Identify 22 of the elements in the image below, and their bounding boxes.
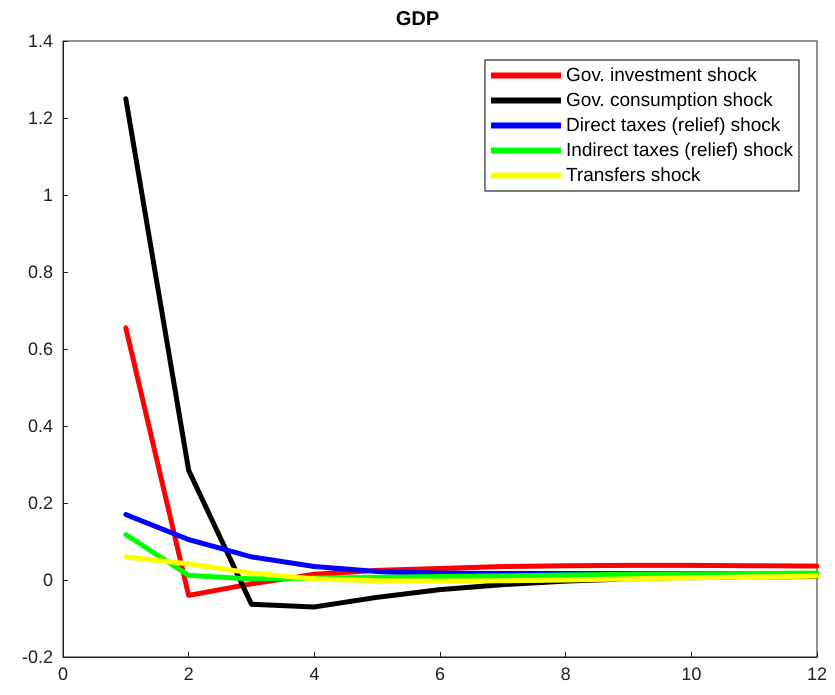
legend-label: Gov. consumption shock — [566, 90, 774, 111]
y-tick-label: 1 — [42, 185, 53, 205]
x-tick-label: 6 — [434, 664, 446, 684]
x-tick-label: 4 — [309, 664, 320, 684]
legend-label: Gov. investment shock — [566, 65, 758, 86]
x-tick-label: 12 — [806, 664, 828, 684]
y-tick-label: 1.4 — [28, 31, 53, 51]
y-tick-label: 0 — [42, 570, 53, 590]
y-tick-label: 0.4 — [28, 416, 53, 436]
y-tick-label: 0.2 — [28, 493, 53, 513]
y-tick-label: -0.2 — [22, 647, 53, 667]
x-tick-label: 0 — [58, 664, 68, 684]
legend-label: Indirect taxes (relief) shock — [566, 140, 794, 161]
x-tick-label: 10 — [681, 664, 702, 684]
y-tick-label: 1.2 — [28, 108, 53, 128]
y-tick-label: 0.8 — [28, 262, 53, 282]
legend-label: Transfers shock — [566, 165, 701, 186]
x-tick-label: 2 — [184, 664, 194, 684]
legend-label: Direct taxes (relief) shock — [566, 115, 781, 136]
y-tick-label: 0.6 — [28, 339, 53, 359]
x-tick-label: 8 — [560, 664, 571, 684]
chart-title: GDP — [396, 8, 440, 30]
